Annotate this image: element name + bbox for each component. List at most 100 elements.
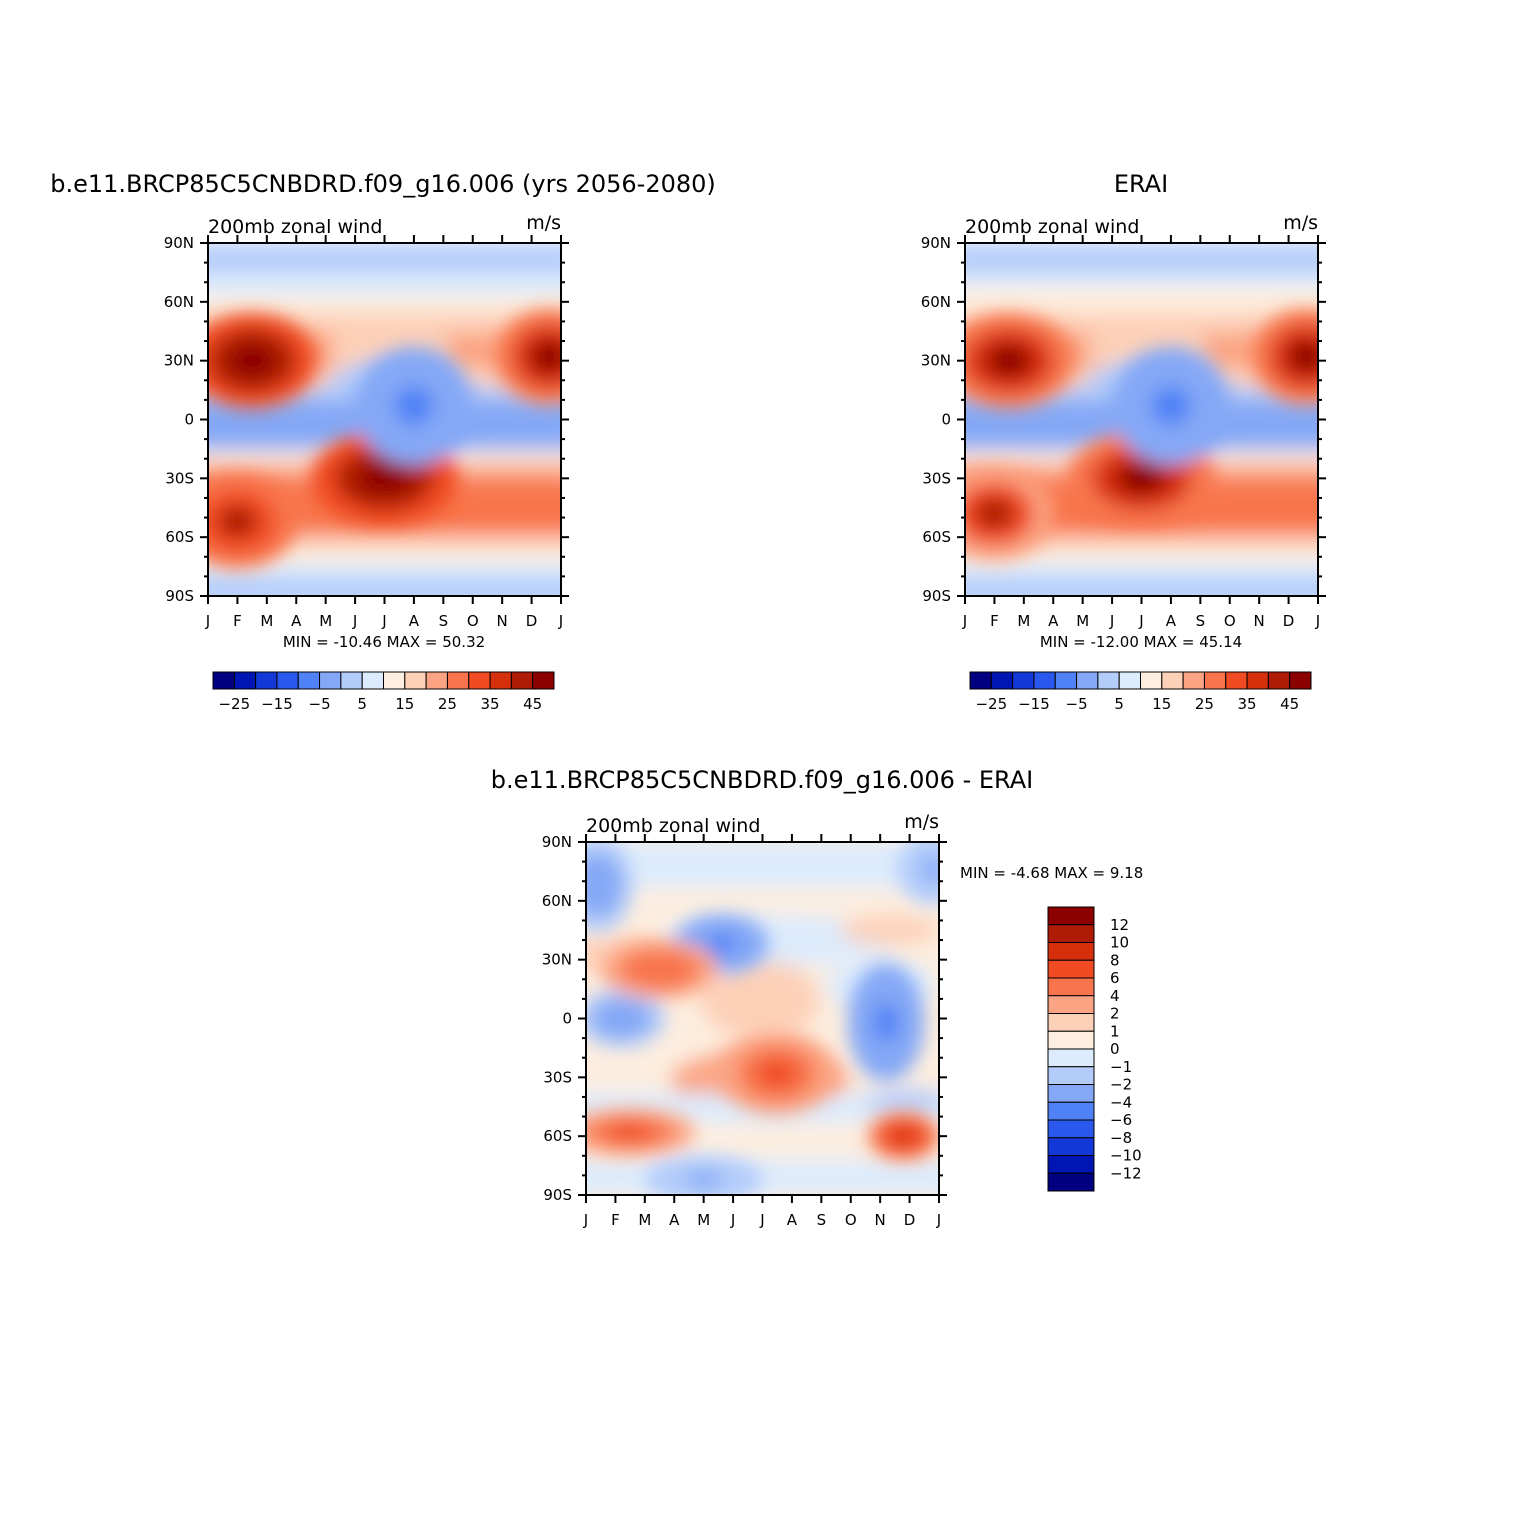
diff-x-tick-label: M	[638, 1211, 651, 1229]
model-contour-field	[208, 243, 561, 596]
obs-colorbar-box	[1097, 671, 1120, 690]
obs-x-tick-label: M	[1076, 612, 1089, 630]
obs-colorbar-label: 35	[1238, 695, 1257, 713]
panel-obs-colorbar: −25 −15 −5 5 15 25 35 45	[969, 671, 1312, 713]
obs-y-tick-label: 90N	[921, 234, 951, 252]
obs-colorbar-label: −15	[1018, 695, 1050, 713]
diff-colorbar-label: 10	[1110, 934, 1129, 952]
diff-colorbar-box	[1047, 995, 1095, 1014]
obs-feature-1-level-2	[1288, 341, 1318, 373]
model-colorbar-box	[383, 671, 406, 690]
model-colorbar-box	[255, 671, 278, 690]
diff-feature-9-level-2	[684, 1171, 724, 1188]
diff-feature-7-level-2	[608, 1124, 652, 1141]
obs-colorbar-label: 25	[1195, 695, 1214, 713]
model-colorbar-label: −15	[261, 695, 293, 713]
diff-y-tick-label: 30N	[542, 951, 572, 969]
model-colorbar-label: −25	[218, 695, 250, 713]
diff-colorbar-box	[1047, 959, 1095, 979]
diff-colorbar-box	[1047, 1119, 1095, 1139]
panel-model-unit: m/s	[526, 212, 561, 234]
obs-y-tick-label: 0	[941, 411, 951, 429]
diff-colorbar-box	[1047, 1155, 1095, 1174]
model-colorbar-box	[233, 671, 257, 690]
diff-feature-1-level-2	[586, 869, 610, 901]
panel-diff-left-string: 200mb zonal wind	[586, 815, 760, 837]
diff-colorbar-label: 12	[1110, 916, 1129, 934]
obs-y-tick-label: 60S	[922, 528, 951, 546]
diff-colorbar-box	[1047, 977, 1095, 997]
obs-colorbar-box	[1203, 671, 1227, 690]
model-x-tick-label: F	[233, 612, 242, 630]
model-colorbar-label: 5	[357, 695, 367, 713]
diff-colorbar-label: −12	[1110, 1164, 1142, 1182]
diff-colorbar-box	[1047, 906, 1095, 926]
model-x-tick-label: D	[526, 612, 538, 630]
model-x-tick-label: J	[205, 612, 210, 630]
diff-colorbar-label: −10	[1110, 1147, 1142, 1165]
model-x-tick-label: J	[558, 612, 563, 630]
obs-y-tick-label: 30N	[921, 352, 951, 370]
obs-colorbar-box	[1225, 671, 1248, 690]
model-x-tick-label: A	[409, 612, 420, 630]
model-y-tick-label: 30N	[164, 352, 194, 370]
model-x-tick-label: N	[497, 612, 508, 630]
diff-x-tick-label: D	[904, 1211, 916, 1229]
diff-colorbar-label: −1	[1110, 1058, 1132, 1076]
diff-colorbar-label: 1	[1110, 1022, 1120, 1040]
diff-colorbar-label: −2	[1110, 1076, 1132, 1094]
diff-colorbar-box	[1047, 1101, 1095, 1121]
model-feature-1-level-2	[531, 341, 561, 373]
model-colorbar-box	[489, 671, 512, 690]
obs-feature-0-level-2	[987, 344, 1031, 377]
diff-x-tick-label: J	[583, 1211, 588, 1229]
diff-colorbar-box	[1047, 1013, 1095, 1032]
model-colorbar-label: 15	[395, 695, 414, 713]
obs-feature-2-level-2	[1116, 462, 1167, 495]
diff-x-tick-label: A	[787, 1211, 798, 1229]
diff-x-tick-label: M	[697, 1211, 710, 1229]
diff-features	[586, 842, 939, 1195]
model-feature-4-level-2	[394, 386, 434, 426]
panel-obs-left-string: 200mb zonal wind	[965, 216, 1139, 238]
diff-colorbar-box	[1047, 1137, 1095, 1156]
panel-model: b.e11.BRCP85C5CNBDRD.f09_g16.006 (yrs 20…	[50, 170, 716, 713]
diff-y-tick-label: 60N	[542, 892, 572, 910]
model-colorbar-box	[319, 671, 342, 690]
diff-colorbar-label: 8	[1110, 951, 1120, 969]
model-colorbar-box	[276, 671, 299, 690]
diff-y-tick-label: 30S	[543, 1068, 572, 1086]
obs-colorbar-box	[1289, 671, 1312, 690]
model-y-tick-label: 60N	[164, 293, 194, 311]
panel-obs-unit: m/s	[1283, 212, 1318, 234]
diff-feature-6-level-2	[757, 1059, 797, 1088]
obs-x-tick-label: O	[1224, 612, 1236, 630]
panel-diff: b.e11.BRCP85C5CNBDRD.f09_g16.006 - ERAI …	[491, 766, 1144, 1229]
model-colorbar-label: −5	[309, 695, 331, 713]
diff-y-tick-label: 0	[562, 1010, 572, 1028]
diff-colorbar-label: 4	[1110, 987, 1120, 1005]
obs-feature-4-level-2	[1151, 386, 1191, 426]
model-colorbar-label: 25	[438, 695, 457, 713]
model-x-tick-label: A	[291, 612, 302, 630]
obs-colorbar-box	[1161, 671, 1184, 690]
obs-contour-field	[965, 243, 1318, 596]
diff-colorbar-box	[1047, 924, 1095, 943]
diff-colorbar-label: −6	[1110, 1111, 1132, 1129]
obs-x-tick-label: M	[1017, 612, 1030, 630]
diff-x-tick-label: S	[817, 1211, 827, 1229]
diff-colorbar-box	[1047, 1066, 1095, 1085]
model-y-tick-label: 90S	[165, 587, 194, 605]
model-feature-3-level-2	[217, 505, 258, 538]
model-colorbar-box	[361, 671, 384, 690]
diff-feature-5-level-2	[639, 959, 680, 980]
model-features	[208, 309, 561, 569]
model-colorbar-box	[340, 671, 363, 690]
panel-obs: ERAI 200mb zonal wind m/s	[921, 170, 1326, 713]
diff-x-tick-label: O	[845, 1211, 857, 1229]
obs-colorbar-box	[1246, 671, 1269, 690]
diff-feature-8-level-2	[891, 1128, 916, 1145]
diff-x-tick-label: J	[730, 1211, 735, 1229]
